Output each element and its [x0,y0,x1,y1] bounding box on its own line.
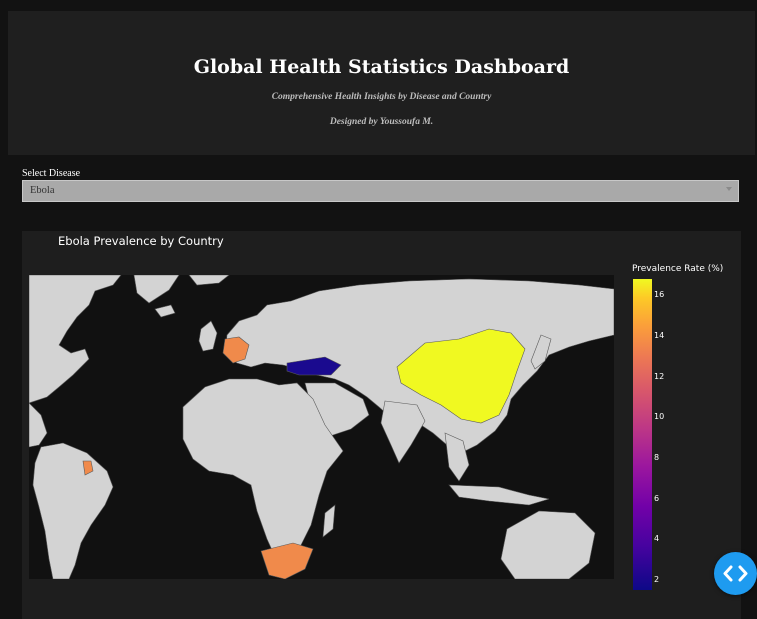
code-toggle-button[interactable] [714,552,757,595]
colorbar-tick-label: 10 [654,412,665,422]
chart-title: Ebola Prevalence by Country [58,234,224,248]
region-turkey[interactable] [286,356,342,376]
colorbar-tick-label: 14 [654,330,665,340]
region-madagascar[interactable] [322,504,336,538]
colorbar-tick-label: 12 [654,371,665,381]
page-subtitle: Comprehensive Health Insights by Disease… [271,92,492,102]
region-north-america[interactable] [29,275,122,404]
region-central-america[interactable] [29,402,48,448]
colorbar-title: Prevalence Rate (%) [632,264,724,274]
colorbar [633,279,652,590]
disease-select-label: Select Disease [22,168,81,179]
region-south-america[interactable] [32,442,114,579]
region-arctic-islands[interactable] [188,275,230,286]
chevron-down-icon[interactable] [726,187,732,191]
colorbar-tick-label: 6 [654,493,660,503]
colorbar-tick-label: 2 [654,574,660,584]
region-africa[interactable] [182,378,344,562]
code-brackets-icon [723,565,748,582]
region-japan[interactable] [530,334,552,370]
author-credit: Designed by Youssoufa M. [329,117,434,127]
disease-dropdown-value: Ebola [30,185,55,196]
page-title: Global Health Statistics Dashboard [193,56,570,78]
region-southeast-asia[interactable] [444,432,470,482]
region-china[interactable] [396,328,526,424]
region-south-africa[interactable] [260,542,314,579]
world-map[interactable] [29,275,614,579]
dashboard-header: Global Health Statistics Dashboard Compr… [8,11,755,155]
region-france[interactable] [222,336,250,364]
colorbar-tick-label: 4 [654,534,660,544]
colorbar-tick-label: 8 [654,452,660,462]
prevalence-chart: Ebola Prevalence by Country [22,231,741,619]
region-indonesia[interactable] [448,484,550,506]
region-australia[interactable] [500,510,596,579]
region-french-guiana[interactable] [82,460,94,476]
disease-dropdown[interactable]: Ebola [22,180,739,202]
region-british-isles[interactable] [198,320,218,352]
colorbar-tick-label: 16 [654,290,665,300]
region-india[interactable] [380,400,426,464]
region-greenland[interactable] [133,275,180,304]
region-iceland[interactable] [154,304,176,318]
